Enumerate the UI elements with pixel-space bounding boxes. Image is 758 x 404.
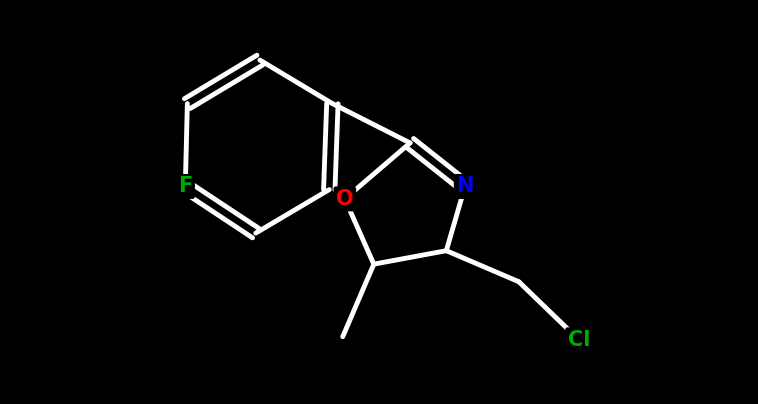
Text: Cl: Cl <box>568 330 590 350</box>
Text: N: N <box>456 177 474 196</box>
Text: F: F <box>178 177 193 196</box>
Text: O: O <box>336 189 354 209</box>
